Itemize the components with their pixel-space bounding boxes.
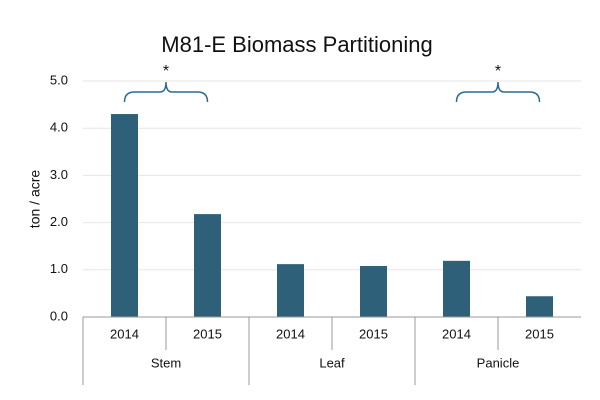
y-tick-label: 1.0 — [50, 261, 68, 276]
bracket — [455, 81, 541, 103]
group-label: Leaf — [319, 355, 345, 370]
x-tick-label: 2014 — [276, 326, 305, 341]
y-axis-label: ton / acre — [27, 170, 43, 229]
y-tick-label: 5.0 — [50, 72, 68, 87]
x-tick-label: 2014 — [110, 326, 139, 341]
bar — [360, 266, 387, 317]
annotation: * — [163, 63, 169, 80]
x-tick-label: 2015 — [525, 326, 554, 341]
group-label: Stem — [151, 355, 181, 370]
bar — [443, 260, 470, 317]
bar — [277, 264, 304, 317]
bar — [526, 296, 553, 317]
y-tick-label: 4.0 — [50, 120, 68, 135]
chart-title: M81-E Biomass Partitioning — [161, 32, 432, 57]
y-tick-label: 0.0 — [50, 308, 68, 323]
y-tick-label: 3.0 — [50, 167, 68, 182]
x-tick-label: 2015 — [359, 326, 388, 341]
y-tick-label: 2.0 — [50, 214, 68, 229]
x-tick-label: 2014 — [442, 326, 471, 341]
bar — [194, 214, 221, 317]
bar — [111, 114, 138, 317]
annotation: * — [495, 63, 501, 80]
x-tick-label: 2015 — [193, 326, 222, 341]
bracket — [123, 81, 209, 103]
group-label: Panicle — [477, 355, 520, 370]
